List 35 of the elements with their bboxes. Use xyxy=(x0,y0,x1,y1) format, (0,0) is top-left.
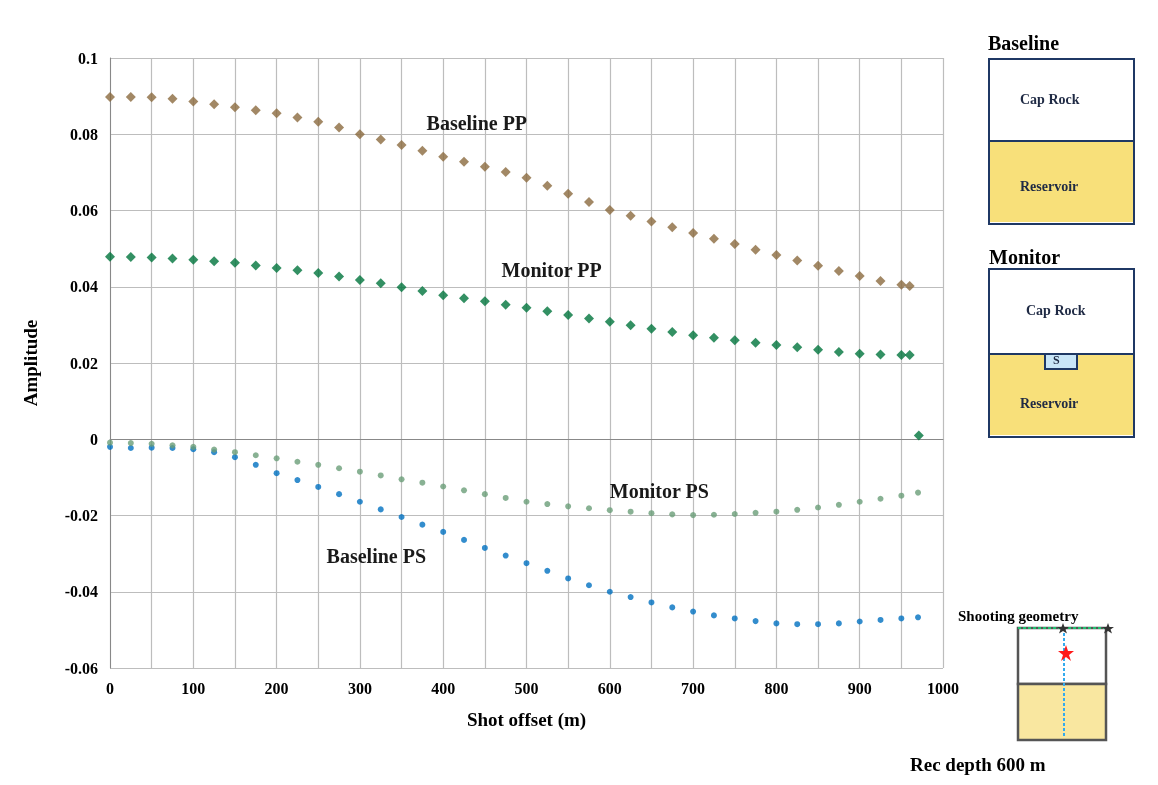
y-axis-title: Amplitude xyxy=(20,319,41,407)
x-tick-label: 700 xyxy=(681,679,706,697)
y-tick-label: 0.08 xyxy=(70,125,98,143)
text: Reservoir xyxy=(1020,396,1079,412)
x-tick-label: 200 xyxy=(264,679,289,697)
y-tick-label: 0.02 xyxy=(70,354,98,372)
series-label: Monitor PS xyxy=(609,479,709,502)
x-tick-label: 0 xyxy=(106,679,114,697)
x-tick-label: 900 xyxy=(847,679,872,697)
x-tick-label: 1000 xyxy=(927,679,959,697)
text: Shooting geometry xyxy=(958,608,1079,625)
x-tick-label: 600 xyxy=(597,679,622,697)
text: Baseline xyxy=(988,32,1060,55)
text: Reservoir xyxy=(1020,179,1079,195)
y-tick-label: 0 xyxy=(90,430,98,448)
text: Rec depth 600 m xyxy=(910,754,1046,776)
text: Cap Rock xyxy=(1026,303,1086,319)
y-tick-label: 0.04 xyxy=(70,278,98,296)
y-tick-label: 0.06 xyxy=(70,202,98,219)
y-tick-label: -0.06 xyxy=(64,659,98,677)
series-label: Baseline PS xyxy=(326,544,427,567)
x-tick-label: 500 xyxy=(514,679,539,697)
text: S xyxy=(1053,353,1060,368)
y-tick-label: -0.04 xyxy=(64,583,98,601)
series-label: Baseline PP xyxy=(426,111,528,134)
x-axis-title: Shot offset (m) xyxy=(466,709,587,731)
x-tick-label: 800 xyxy=(764,679,789,697)
series-label: Monitor PP xyxy=(501,258,602,281)
x-tick-label: 100 xyxy=(181,679,206,697)
text: Cap Rock xyxy=(1020,92,1080,108)
y-tick-label: 0.1 xyxy=(78,49,98,67)
x-tick-label: 400 xyxy=(431,679,456,697)
y-tick-label: -0.02 xyxy=(64,507,98,524)
x-tick-label: 300 xyxy=(347,679,372,697)
text: Monitor xyxy=(989,246,1061,269)
